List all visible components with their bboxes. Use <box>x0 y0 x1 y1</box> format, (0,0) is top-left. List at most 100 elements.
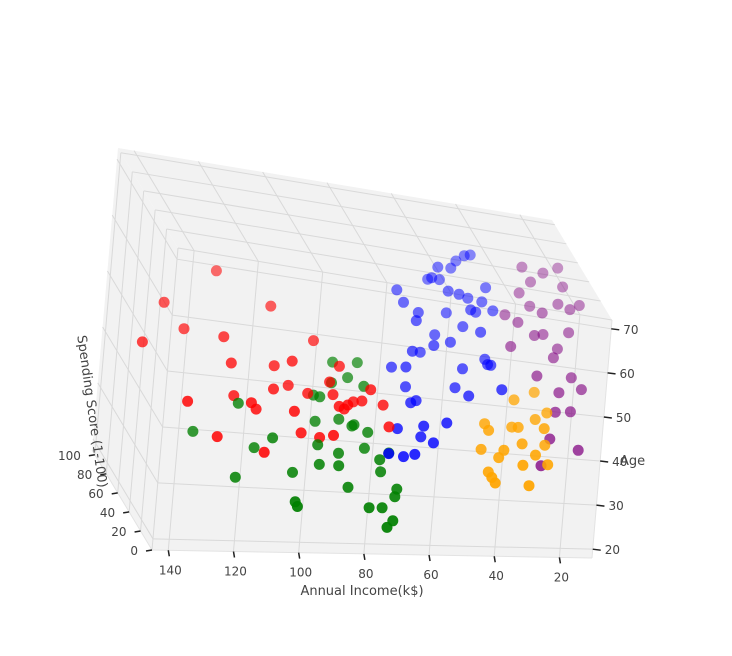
data-point-green <box>267 432 279 444</box>
y-tick-mark <box>607 372 616 375</box>
data-point-green <box>342 481 354 493</box>
data-point-red <box>245 397 257 409</box>
data-point-red <box>268 383 279 395</box>
grid-line-z <box>94 152 122 455</box>
x-axis-title: Annual Income(k$) <box>300 584 423 599</box>
data-point-blue <box>426 272 438 284</box>
data-point-red <box>327 389 339 401</box>
data-point-blue <box>406 345 418 357</box>
data-point-blue <box>450 255 462 267</box>
z-axis-line <box>91 449 153 551</box>
z-tick-label: 100 <box>58 449 81 463</box>
grid-line-y <box>116 158 178 260</box>
x-tick-label: 80 <box>358 567 373 581</box>
x-tick-mark <box>363 553 366 560</box>
data-point-green <box>229 471 241 483</box>
x-tick-mark <box>232 551 236 558</box>
data-point-blue <box>453 288 465 300</box>
data-point-purple <box>564 406 576 418</box>
data-point-blue <box>442 285 454 297</box>
z-tick-label: 40 <box>100 506 115 520</box>
data-point-purple <box>564 304 576 316</box>
data-point-green <box>248 442 260 454</box>
x-tick-mark <box>297 552 301 559</box>
data-point-green <box>358 442 370 454</box>
data-point-green <box>333 460 345 472</box>
data-point-green <box>287 466 298 478</box>
data-point-purple <box>537 329 549 340</box>
z-tick-label: 60 <box>88 487 103 501</box>
data-point-blue <box>476 296 488 308</box>
data-point-orange <box>475 443 487 455</box>
axis-panes <box>92 148 612 558</box>
data-point-blue <box>496 384 508 396</box>
data-point-purple <box>505 341 517 352</box>
data-point-green <box>333 413 345 425</box>
data-point-purple <box>524 300 536 312</box>
data-point-blue <box>400 381 411 393</box>
data-point-green <box>291 501 303 512</box>
data-point-purple <box>575 384 587 396</box>
x-tick-mark <box>558 557 562 564</box>
data-point-green <box>314 391 326 403</box>
y-tick-mark <box>592 548 601 551</box>
data-point-green <box>375 466 387 478</box>
grid-line-y <box>106 270 168 372</box>
z-tick-mark <box>100 473 107 476</box>
data-point-purple <box>528 330 540 341</box>
grid-line-y <box>92 438 154 540</box>
grid-line-x <box>262 171 324 273</box>
grid-line-z <box>128 209 156 512</box>
data-point-red <box>333 400 345 412</box>
data-point-orange <box>541 407 553 419</box>
data-point-blue <box>391 423 403 435</box>
axis-edges <box>91 319 613 559</box>
grid-line-y <box>167 370 604 418</box>
z-tick-label: 20 <box>111 525 126 539</box>
data-point-purple <box>536 307 548 319</box>
y-axis-line <box>591 319 613 559</box>
data-point-green <box>342 372 354 384</box>
x-tick-label: 140 <box>159 563 182 577</box>
grid-line-y <box>157 482 597 506</box>
data-point-purple <box>512 316 524 328</box>
data-point-red <box>365 384 377 396</box>
z-tick-label: 80 <box>77 468 92 482</box>
grid-line-z <box>151 247 179 551</box>
data-point-blue <box>457 363 468 375</box>
data-point-orange <box>517 459 529 471</box>
data-point-blue <box>475 326 487 338</box>
y-tick-label: 70 <box>623 323 638 337</box>
grid-line-y <box>172 314 608 374</box>
data-point-purple <box>573 300 585 311</box>
z-tick-mark <box>123 511 130 514</box>
data-point-green <box>381 521 393 533</box>
data-point-purple <box>565 372 577 384</box>
data-point-orange <box>542 459 554 471</box>
data-point-red <box>302 387 314 399</box>
data-point-red <box>328 429 339 441</box>
data-point-red <box>342 399 354 411</box>
data-point-blue <box>458 250 470 262</box>
data-point-red <box>295 427 307 439</box>
data-point-red <box>268 360 280 372</box>
grid-line-x <box>167 250 195 551</box>
data-point-purple <box>553 387 565 399</box>
grid-line-y <box>97 382 159 484</box>
data-point-purple <box>572 444 584 456</box>
data-point-green <box>363 502 375 514</box>
x-tick-mark <box>493 556 496 563</box>
data-point-red <box>210 265 222 277</box>
grid-line-x <box>428 293 452 556</box>
grid-line-z <box>117 190 145 493</box>
x-tick-label: 60 <box>423 568 438 582</box>
data-point-orange <box>483 424 495 436</box>
data-point-red <box>265 300 277 312</box>
data-point-orange <box>530 449 541 461</box>
z-tick-mark <box>88 454 95 457</box>
data-point-green <box>376 502 388 514</box>
data-point-purple <box>531 370 543 382</box>
data-point-red <box>225 357 237 369</box>
data-point-orange <box>489 477 501 489</box>
